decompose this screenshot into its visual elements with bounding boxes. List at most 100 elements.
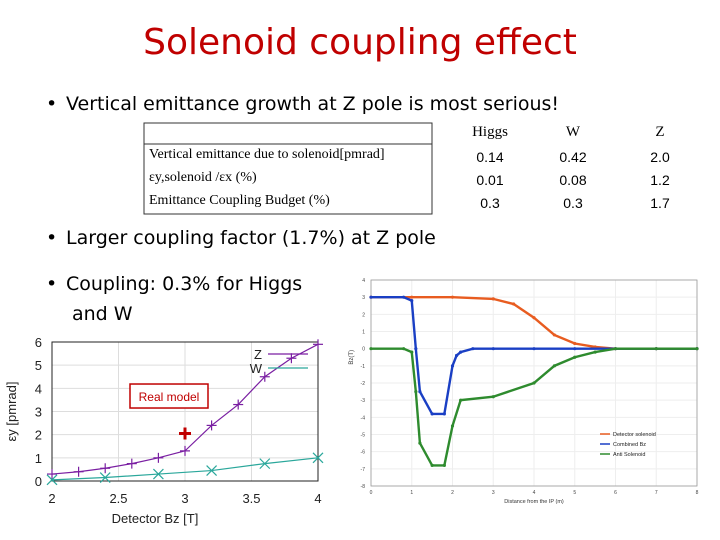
data-point-Anti-Solenoid xyxy=(459,398,463,402)
data-point-W xyxy=(152,468,164,480)
legend-label-W: W xyxy=(250,361,263,376)
y-axis-title: εy [pmrad] xyxy=(4,382,19,442)
y-tick-label: 1 xyxy=(362,330,365,336)
data-point-Anti-Solenoid xyxy=(613,347,618,351)
data-point-W xyxy=(46,474,58,486)
x-tick-label: 1 xyxy=(410,490,413,496)
bullet-1: • Vertical emittance growth at Z pole is … xyxy=(46,92,559,116)
data-point-Detector-solenoid xyxy=(512,302,516,306)
data-point-Combined-Bz xyxy=(430,412,434,416)
marker-stroke xyxy=(46,474,58,486)
cell-r1-higgs: 0.14 xyxy=(476,149,504,165)
x-axis-title: Detector Bz [T] xyxy=(112,511,199,526)
data-point-Z xyxy=(206,420,217,431)
bz-profile-chart: -8 -7 -6 -5 -4 -3 -2 -1 0 1 2 3 4 0 1 2 3 4 5 6 7 8 Detector s… xyxy=(349,278,699,505)
data-point-Anti-Solenoid xyxy=(654,347,658,351)
data-point-Detector-solenoid xyxy=(573,341,577,346)
row-label-ratio-text: εy,solenoid /εx (%) xyxy=(149,170,257,185)
legend-label-Z: Z xyxy=(254,347,262,362)
data-point-Detector-solenoid xyxy=(532,316,536,320)
row-label-ratio: εy,solenoid /εx (%) xyxy=(149,170,257,186)
data-point-Anti-Solenoid xyxy=(369,347,373,351)
x-tick-label: 0 xyxy=(370,490,373,496)
legend-label: Combined Bz xyxy=(613,442,646,448)
x-tick-label: 8 xyxy=(696,490,699,496)
data-point-Anti-Solenoid xyxy=(593,350,597,354)
data-point-Anti-Solenoid xyxy=(414,389,418,394)
y-tick-label: -3 xyxy=(361,398,366,404)
data-point-Z xyxy=(286,353,297,364)
annotation-label: Real model xyxy=(139,390,200,404)
data-point-Combined-Bz xyxy=(369,295,373,299)
data-point-Combined-Bz xyxy=(454,353,459,358)
y-tick-label: 2 xyxy=(362,312,365,318)
row-label-vertical-emittance: Vertical emittance due to solenoid[pmrad… xyxy=(149,147,385,162)
data-point-Z xyxy=(153,452,164,463)
y-axis-title: Bz(T) xyxy=(349,350,355,365)
data-point-Combined-Bz xyxy=(459,350,463,354)
data-point-Anti-Solenoid xyxy=(410,350,414,354)
data-point-Anti-Solenoid xyxy=(532,381,536,385)
y-tick-label: -6 xyxy=(361,450,366,456)
y-tick-label: -8 xyxy=(361,484,366,490)
data-point-Z xyxy=(100,463,111,474)
y-tick-label: -1 xyxy=(361,364,366,370)
data-point-Combined-Bz xyxy=(402,295,406,299)
bullet-2-text: Larger coupling factor (1.7%) at Z pole xyxy=(66,227,436,249)
col-header-higgs: Higgs xyxy=(472,124,508,140)
data-point-W xyxy=(99,472,111,483)
data-point-Z xyxy=(47,469,57,480)
series-line-W xyxy=(51,457,319,481)
data-point-Anti-Solenoid xyxy=(402,347,406,351)
y-tick-label: -5 xyxy=(361,433,366,439)
data-point-Anti-Solenoid xyxy=(552,364,556,368)
x-tick-label: 5 xyxy=(573,490,576,496)
y-tick-label: 4 xyxy=(35,381,42,396)
y-tick-label: 5 xyxy=(35,358,42,373)
y-tick-label: -4 xyxy=(361,415,366,421)
data-point-Detector-solenoid xyxy=(410,295,414,299)
y-tick-label: -7 xyxy=(361,467,366,473)
y-tick-label: 3 xyxy=(35,405,42,420)
data-point-Combined-Bz xyxy=(442,412,446,416)
data-point-Combined-Bz xyxy=(418,389,422,394)
data-point-Detector-solenoid xyxy=(491,297,495,301)
data-point-Combined-Bz xyxy=(491,347,495,351)
cell-r1-w: 0.42 xyxy=(559,149,587,165)
col-header-z: Z xyxy=(655,124,665,140)
x-tick-label: 4 xyxy=(314,491,321,506)
x-tick-label: 2 xyxy=(48,491,55,506)
marker-stroke xyxy=(99,472,111,483)
legend-label: Anti Solenoid xyxy=(613,452,645,458)
data-point-Z xyxy=(126,458,137,469)
legend-label: Detector solenoid xyxy=(613,432,656,438)
y-tick-label: 1 xyxy=(35,451,42,466)
data-point-Combined-Bz xyxy=(414,347,418,351)
data-point-Detector-solenoid xyxy=(552,333,556,337)
y-tick-label: 2 xyxy=(35,428,42,443)
cell-r2-higgs: 0.01 xyxy=(476,172,504,188)
data-point-Combined-Bz xyxy=(410,299,414,303)
x-tick-label: 3 xyxy=(181,491,188,506)
slide-title: Solenoid coupling effect xyxy=(143,22,577,63)
x-tick-label: 3.5 xyxy=(242,491,260,506)
bullet-3-text: Coupling: 0.3% for Higgs xyxy=(66,273,303,295)
data-point-Combined-Bz xyxy=(532,347,536,351)
data-point-Z xyxy=(313,339,323,350)
emittance-vs-bz-chart: 0 1 2 3 4 5 6 2 2.5 3 3.5 4 ZW Real model Detector Bz … xyxy=(4,335,324,526)
y-tick-label: 6 xyxy=(35,335,42,350)
x-tick-label: 2.5 xyxy=(109,491,127,506)
cell-r3-higgs: 0.3 xyxy=(480,195,500,211)
marker-stroke xyxy=(259,458,271,470)
cell-r3-w: 0.3 xyxy=(563,195,583,211)
data-point-Anti-Solenoid xyxy=(450,424,455,428)
marker-stroke xyxy=(206,465,218,476)
data-point-Anti-Solenoid xyxy=(695,347,699,351)
y-tick-label: -2 xyxy=(361,381,366,387)
bullet-2: • Larger coupling factor (1.7%) at Z pole xyxy=(46,226,436,250)
y-tick-label: 0 xyxy=(35,474,42,489)
marker-stroke xyxy=(312,452,324,464)
plot-frame xyxy=(370,279,698,487)
y-tick-label: 3 xyxy=(362,295,365,301)
